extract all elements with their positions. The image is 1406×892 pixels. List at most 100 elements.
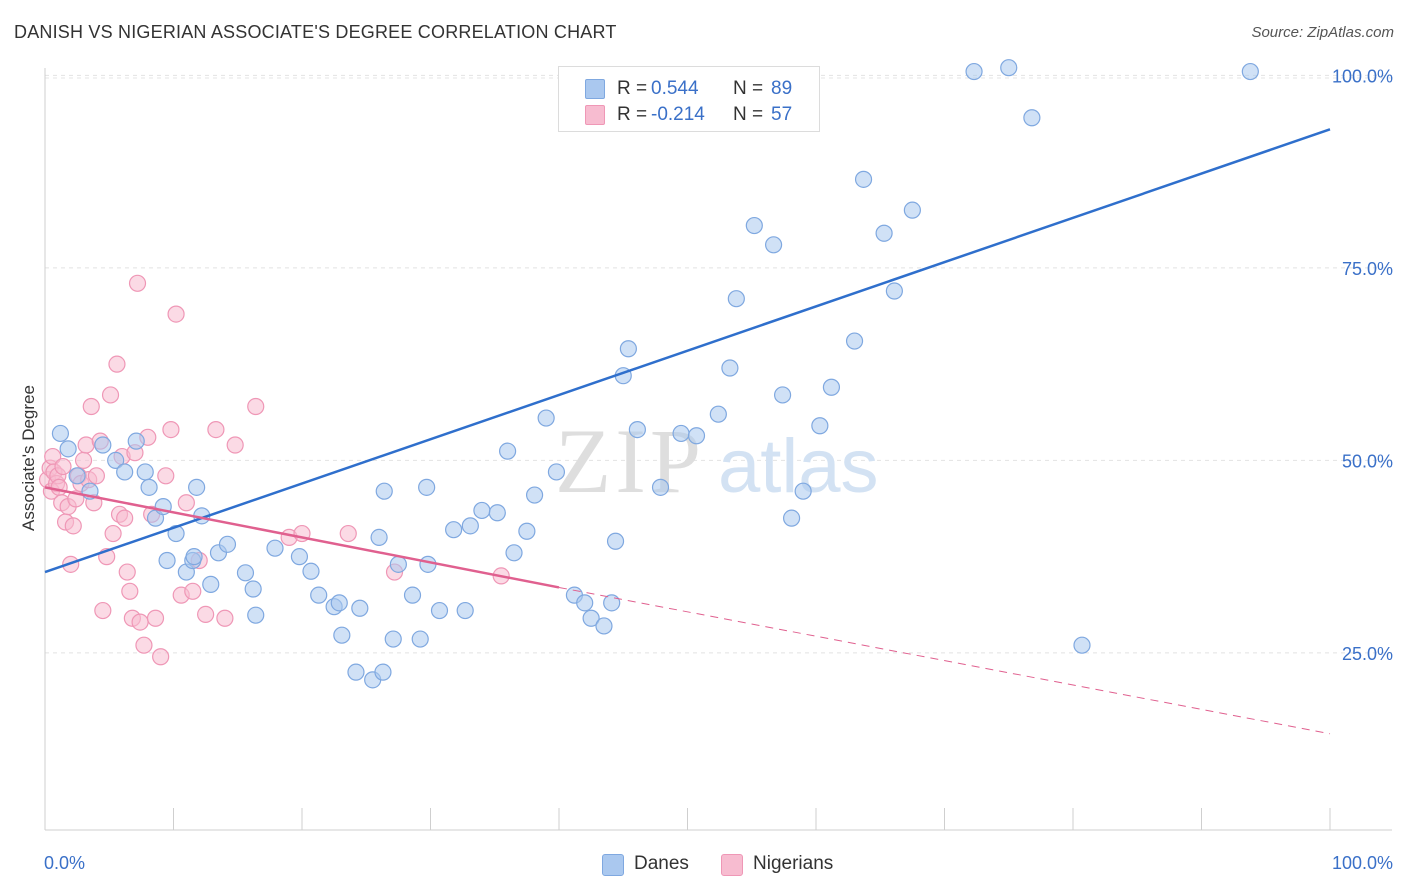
danes-point: [136, 463, 154, 481]
danes-point: [51, 424, 70, 443]
danes-point: [461, 517, 479, 535]
n-label: N =: [733, 104, 764, 125]
danes-point: [651, 478, 670, 496]
danes-point: [188, 478, 206, 496]
danes-point: [375, 482, 393, 500]
danes-point: [347, 663, 365, 681]
nigerians-point: [116, 509, 134, 527]
danes-point: [473, 501, 491, 520]
danes-point: [116, 463, 134, 481]
danes-point: [158, 551, 176, 570]
danes-point: [537, 409, 555, 427]
nigerians-point: [94, 601, 112, 620]
danes-point: [518, 522, 536, 540]
r-value: 0.544: [651, 78, 699, 99]
trend-lines: [44, 128, 1331, 735]
y-tick-label: 25.0%: [1342, 644, 1393, 664]
nigerians-point: [167, 305, 185, 323]
danes-point: [389, 555, 407, 573]
danes-point: [310, 586, 328, 604]
danes-point: [773, 386, 792, 404]
nigerians-point: [74, 451, 93, 469]
y-tick-label: 100.0%: [1332, 66, 1393, 86]
danes-point: [68, 467, 86, 485]
danes-point: [374, 663, 392, 681]
danes-point: [875, 224, 893, 242]
axes: [44, 68, 1392, 831]
nigerians-point: [77, 436, 95, 454]
legend-row-nigerians: R = -0.214 N = 57: [559, 101, 819, 127]
danes-point: [94, 436, 112, 454]
danes-point: [745, 216, 763, 235]
danes-swatch: [585, 79, 605, 99]
x-tick-label: 100.0%: [1332, 853, 1393, 873]
danes-point: [822, 378, 841, 396]
danes-point: [403, 586, 422, 604]
danes-point: [236, 564, 255, 582]
danes-point: [709, 405, 727, 423]
danes-point: [782, 509, 801, 527]
danes-point: [628, 421, 646, 439]
nigerians-point: [152, 648, 170, 666]
nigerians-point: [121, 582, 139, 600]
tick-labels: 25.0% 50.0% 75.0% 100.0% 0.0% 100.0%: [44, 66, 1393, 873]
danes-point: [721, 359, 739, 377]
danes-point: [499, 442, 517, 460]
nigerians-point: [339, 524, 357, 543]
danes-point: [456, 601, 474, 620]
danes-point: [202, 575, 220, 593]
r-label: R =: [617, 78, 648, 99]
danes-point: [218, 535, 237, 553]
danes-point: [384, 630, 402, 648]
danes-point: [854, 170, 873, 188]
nigerians-point: [216, 609, 234, 627]
nigerians-point: [108, 355, 126, 373]
stats-legend: R = 0.544 N = 89 R = -0.214 N = 57: [558, 66, 820, 132]
nigerians-point: [128, 274, 147, 292]
danes-point: [185, 548, 203, 566]
danes-point: [547, 463, 566, 481]
danes-point: [302, 562, 320, 580]
nigerians-trend-extension: [558, 586, 1331, 735]
danes-point: [595, 617, 613, 635]
nigerians-point: [135, 636, 153, 654]
danes-point: [1073, 636, 1091, 654]
y-axis-label: Associate's Degree: [19, 385, 38, 531]
danes-point: [794, 482, 812, 500]
danes-point: [140, 478, 158, 496]
y-tick-label: 50.0%: [1342, 451, 1393, 471]
danes-point: [430, 601, 449, 620]
danes-point: [811, 417, 829, 435]
danes-point: [687, 427, 706, 445]
x-tick-label: 0.0%: [44, 853, 85, 873]
danes-point: [59, 440, 77, 458]
nigerians-point: [118, 563, 136, 581]
danes-point: [351, 599, 369, 617]
danes-legend-swatch: [602, 854, 624, 876]
danes-point: [1241, 62, 1259, 81]
nigerians-point: [157, 467, 175, 485]
danes-point: [903, 201, 921, 219]
danes-point: [266, 539, 284, 557]
nigerians-legend-label: Nigerians: [753, 853, 834, 874]
chart-title: DANISH VS NIGERIAN ASSOCIATE'S DEGREE CO…: [14, 22, 617, 42]
danes-point: [619, 340, 637, 358]
danes-trend-line: [44, 128, 1331, 574]
danes-point: [107, 451, 125, 469]
nigerians-point: [162, 421, 180, 439]
danes-point: [333, 626, 351, 644]
nigerians-point: [87, 467, 106, 485]
y-tick-label: 75.0%: [1342, 259, 1393, 279]
danes-point: [244, 580, 262, 598]
danes-point: [290, 548, 309, 566]
danes-point: [505, 544, 523, 562]
danes-point: [606, 532, 625, 550]
n-label: N =: [733, 78, 764, 99]
danes-point: [727, 290, 745, 308]
nigerians-point: [184, 582, 202, 600]
danes-point: [576, 594, 594, 612]
danes-point: [411, 630, 429, 648]
legend-row-danes: R = 0.544 N = 89: [559, 75, 819, 101]
r-value: -0.214: [651, 104, 705, 125]
